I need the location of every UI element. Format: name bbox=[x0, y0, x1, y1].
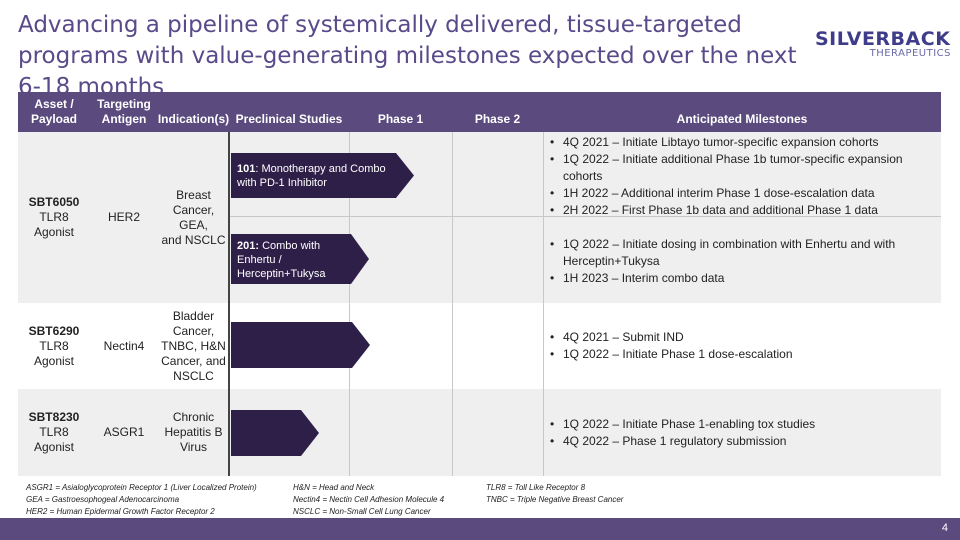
page-number: 4 bbox=[941, 522, 948, 534]
progress-arrow-101: 101: Monotherapy and Combo with PD-1 Inh… bbox=[231, 153, 414, 198]
column-divider bbox=[543, 132, 544, 476]
milestone-item: 2H 2022 – First Phase 1b data and additi… bbox=[545, 202, 935, 219]
progress-arrow-sbt6290 bbox=[231, 322, 370, 368]
footnotes-col3: TLR8 = Toll Like Receptor 8 TNBC = Tripl… bbox=[486, 483, 624, 504]
header-antigen: Targeting Antigen bbox=[97, 97, 151, 126]
antigen-cell: Nectin4 bbox=[103, 338, 145, 353]
column-divider bbox=[349, 132, 350, 476]
asset-cell: SBT8230 TLR8 Agonist bbox=[18, 389, 90, 476]
asset-cell: SBT6290 TLR8 Agonist bbox=[18, 303, 90, 389]
footnotes-col2: H&N = Head and Neck Nectin4 = Nectin Cel… bbox=[293, 483, 445, 516]
asset-name: SBT6290 bbox=[28, 323, 80, 338]
progress-arrow-201: 201: Combo with Enhertu / Herceptin+Tuky… bbox=[231, 234, 369, 284]
asset-payload: TLR8 Agonist bbox=[33, 425, 75, 454]
pipeline-table: Asset / Payload Targeting Antigen Indicati… bbox=[18, 92, 941, 476]
table-header: Asset / Payload Targeting Antigen Indicati… bbox=[18, 92, 941, 132]
milestone-item: 1Q 2022 – Initiate Phase 1 dose-escalati… bbox=[545, 346, 935, 363]
header-preclinical: Preclinical Studies bbox=[235, 112, 343, 126]
header-asset: Asset / Payload bbox=[30, 97, 78, 126]
footer-bar: 4 bbox=[0, 518, 960, 540]
milestone-item: 1Q 2022 – Initiate Phase 1-enabling tox … bbox=[545, 416, 935, 433]
logo-subtitle: THERAPEUTICS bbox=[869, 48, 951, 59]
indication-cell: Chronic Hepatitis B Virus bbox=[164, 410, 223, 454]
indication-cell: Breast Cancer, GEA, and NSCLC bbox=[161, 187, 226, 247]
milestone-item: 1Q 2022 – Initiate additional Phase 1b t… bbox=[545, 151, 935, 185]
logo-name: SILVERBACK bbox=[815, 28, 951, 50]
antigen-cell: ASGR1 bbox=[103, 425, 145, 439]
footnotes-col1: ASGR1 = Asialoglycoprotein Receptor 1 (L… bbox=[26, 483, 257, 516]
asset-payload: TLR8 Agonist bbox=[33, 210, 75, 239]
milestone-item: 1H 2023 – Interim combo data bbox=[545, 270, 935, 287]
header-phase1: Phase 1 bbox=[377, 112, 424, 126]
milestone-item: 4Q 2022 – Phase 1 regulatory submission bbox=[545, 433, 935, 450]
asset-name: SBT8230 bbox=[28, 410, 80, 424]
progress-arrow-sbt8230 bbox=[231, 410, 319, 456]
milestone-item: 1H 2022 – Additional interim Phase 1 dos… bbox=[545, 185, 935, 202]
asset-name: SBT6050 bbox=[28, 195, 80, 209]
milestone-item: 4Q 2021 – Submit IND bbox=[545, 329, 935, 346]
milestone-item: 4Q 2021 – Initiate Libtayo tumor-specifi… bbox=[545, 134, 935, 151]
milestone-item: 1Q 2022 – Initiate dosing in combination… bbox=[545, 236, 935, 270]
timeline-start-line bbox=[228, 132, 230, 476]
milestones-list: 4Q 2021 – Initiate Libtayo tumor-specifi… bbox=[545, 134, 935, 219]
milestones-list: 4Q 2021 – Submit IND 1Q 2022 – Initiate … bbox=[545, 329, 935, 363]
milestones-list: 1Q 2022 – Initiate Phase 1-enabling tox … bbox=[545, 416, 935, 450]
asset-payload: TLR8 Agonist bbox=[33, 338, 75, 368]
asset-cell: SBT6050 TLR8 Agonist bbox=[18, 132, 90, 303]
header-phase2: Phase 2 bbox=[474, 112, 521, 126]
milestones-list: 1Q 2022 – Initiate dosing in combination… bbox=[545, 236, 935, 287]
company-logo: SILVERBACK THERAPEUTICS bbox=[815, 28, 955, 59]
indication-cell: Bladder Cancer, TNBC, H&N Cancer, and NS… bbox=[161, 308, 226, 383]
page-title: Advancing a pipeline of systemically del… bbox=[18, 12, 797, 100]
header-milestones: Anticipated Milestones bbox=[676, 112, 808, 126]
column-divider bbox=[452, 132, 453, 476]
header-indication: Indication(s) bbox=[157, 112, 230, 126]
antigen-cell: HER2 bbox=[107, 210, 140, 224]
